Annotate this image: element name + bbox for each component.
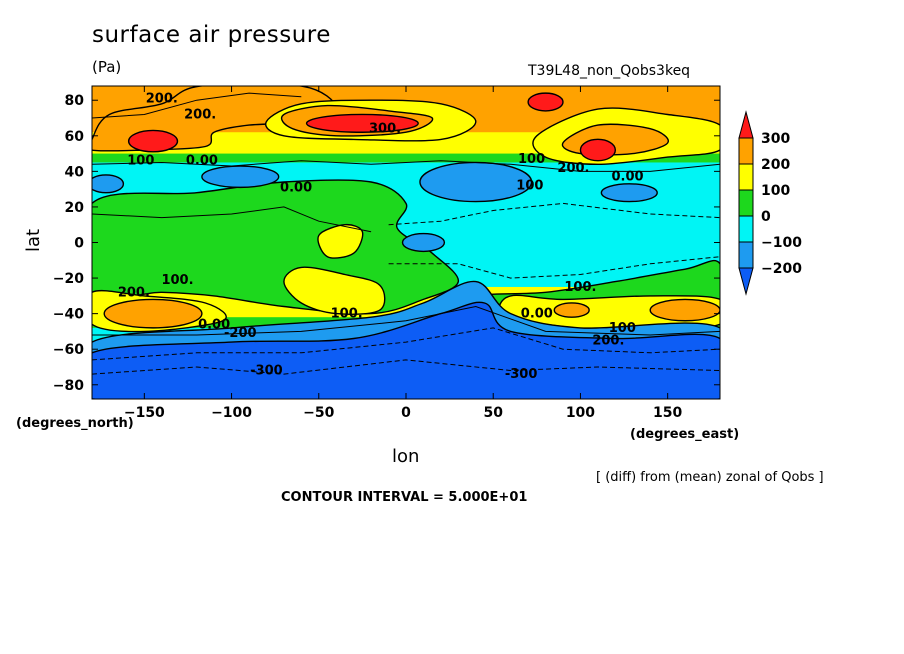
max-n-east [527,92,564,112]
mid-island-south [283,266,386,315]
y-axis-label: lat [23,228,44,252]
colorbar-swatch [738,163,754,191]
max-n-central [305,113,419,133]
contour-label: 100 [518,152,545,167]
contour-label: -300 [250,364,283,379]
colorbar-swatch [738,215,754,243]
contour-line-0-south [92,305,720,336]
contour-line-50 [92,206,372,233]
x-tick-label: 150 [653,405,682,421]
colorbar-swatch [738,189,754,217]
high-core-sw [103,298,203,329]
contour-label: 200. [118,285,150,300]
max-nw [127,129,179,153]
contour-label: 200. [184,107,216,122]
y-tick-label: −40 [53,307,84,323]
contour-label: 100. [161,273,193,288]
contour-label: 100 [609,321,636,336]
contour-label: 0.00 [280,180,312,195]
chart-units: (Pa) [92,58,122,76]
low-n-far-east [600,183,658,203]
contour-lines [92,92,720,375]
contour-line-0-north [92,160,720,172]
y-tick-label: −20 [53,271,84,287]
contour-label: 0.00 [198,317,230,332]
contour-label: 100. [331,307,363,322]
contour-fill-group [92,86,720,399]
chart-title: surface air pressure [92,22,331,48]
max-ne [579,138,617,162]
colorbar-label: 300 [761,131,790,147]
high-core-s-east [553,302,590,318]
colorbar-label: 0 [761,209,771,225]
x-tick-label: −100 [211,405,252,421]
contour-interval: CONTOUR INTERVAL = 5.000E+01 [281,490,528,505]
colorbar-arrow-bottom [738,267,754,296]
contour-label: 100 [127,154,154,169]
colorbar-label: 200 [761,157,790,173]
contour-label: 0.00 [612,170,644,185]
y-tick-label: 40 [65,164,85,180]
contour-label: -200 [224,326,257,341]
colorbar-label: 100 [761,183,790,199]
low-n-east [419,161,533,203]
contour-label: 100. [564,280,596,295]
contour-line-200-north [92,92,302,119]
x-tick-label: 100 [566,405,595,421]
diff-note: [ (diff) from (mean) zonal of Qobs ] [596,470,824,485]
run-label: T39L48_non_Qobs3keq [528,63,691,79]
low-equator [401,232,446,253]
contour-label: 0.00 [521,307,553,322]
contour-line-neg50-north [388,202,720,226]
contour-line-neg50-south [388,256,720,279]
colorbar-label: −100 [761,235,802,251]
y-tick-label: −80 [53,378,84,394]
contour-line-neg300 [92,359,720,375]
x-tick-label: 0 [401,405,411,421]
contour-label: 200. [557,161,589,176]
contour-label: 100 [516,179,543,194]
contour-label: 200. [146,91,178,106]
y-tick-label: −60 [53,342,84,358]
y-tick-label: 20 [65,200,85,216]
colorbar-label: −200 [761,261,802,277]
y-axis-units: (degrees_north) [16,416,134,431]
x-axis-units: (degrees_east) [630,427,740,442]
colorbar-swatch [738,137,754,165]
x-tick-label: 50 [483,405,503,421]
contour-line-neg200 [92,327,720,361]
colorbar-arrow-top [738,110,754,139]
y-tick-label: 60 [65,129,85,145]
high-core-se [649,298,720,322]
y-tick-label: 0 [74,236,84,252]
low-n-far-west [92,174,125,194]
contour-label: 200. [592,333,624,348]
y-tick-label: 80 [65,93,85,109]
x-tick-label: −50 [303,405,334,421]
x-axis-label: lon [392,446,420,467]
colorbar-swatch [738,241,754,269]
x-tick-label: −150 [124,405,165,421]
mid-island-equator [317,223,364,259]
deep-low-south [92,301,720,399]
contour-label: -300 [505,367,538,382]
contour-label: 300. [369,122,401,137]
low-n-west [201,165,280,189]
contour-label: 0.00 [186,154,218,169]
